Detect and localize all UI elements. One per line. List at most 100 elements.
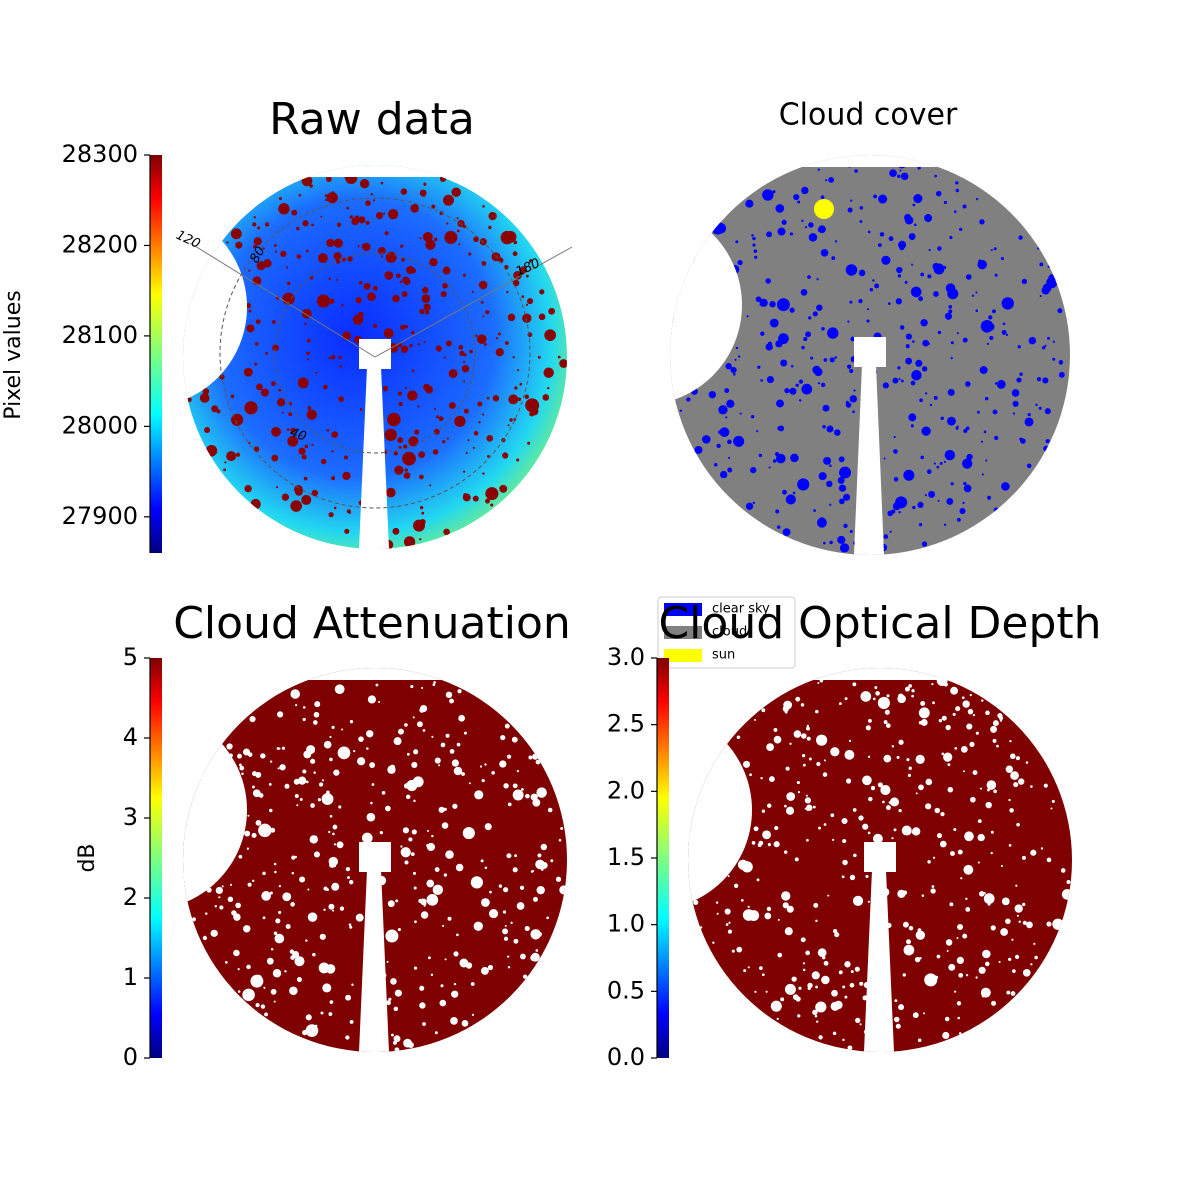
image-blob	[295, 703, 298, 707]
image-blob	[302, 717, 306, 722]
image-blob	[1026, 463, 1032, 469]
image-blob	[802, 962, 806, 965]
image-blob	[993, 247, 997, 251]
image-blob	[362, 242, 371, 252]
image-blob	[734, 358, 737, 361]
image-blob	[846, 778, 852, 784]
image-blob	[384, 271, 394, 280]
image-blob	[305, 780, 309, 784]
image-blob	[711, 221, 725, 235]
image-blob	[902, 973, 906, 977]
image-blob	[877, 782, 883, 788]
image-blob	[780, 359, 788, 367]
image-blob	[801, 186, 809, 195]
image-blob	[506, 290, 509, 294]
image-blob	[328, 357, 331, 360]
image-blob	[258, 823, 272, 838]
colorbar	[150, 658, 162, 1058]
image-blob	[402, 276, 410, 284]
y-tick-label: 0	[123, 1043, 138, 1071]
image-blob	[964, 831, 974, 842]
image-blob	[818, 826, 822, 830]
image-blob	[789, 742, 792, 745]
image-blob	[449, 402, 456, 409]
image-blob	[806, 736, 811, 741]
image-blob	[270, 947, 274, 951]
image-blob	[952, 712, 956, 716]
image-blob	[727, 875, 730, 878]
image-blob	[535, 409, 538, 412]
image-blob	[984, 396, 989, 401]
image-blob	[784, 388, 790, 394]
mask-square	[854, 337, 886, 367]
image-blob	[495, 337, 498, 340]
image-blob	[739, 412, 742, 415]
image-blob	[786, 792, 796, 801]
image-blob	[386, 1000, 391, 1006]
image-blob	[273, 244, 277, 247]
image-blob	[246, 324, 255, 333]
image-blob	[419, 538, 422, 541]
image-blob	[331, 882, 340, 891]
image-blob	[253, 244, 257, 249]
image-blob	[370, 801, 373, 805]
image-blob	[205, 445, 218, 457]
image-blob	[385, 929, 399, 943]
image-blob	[422, 231, 433, 242]
image-blob	[516, 769, 520, 773]
image-blob	[733, 373, 736, 376]
image-blob	[987, 495, 992, 500]
colorbar-label: Pixel values	[1, 290, 26, 419]
image-blob	[253, 216, 256, 219]
colorbar	[657, 658, 669, 1058]
image-blob	[804, 226, 808, 229]
image-blob	[278, 747, 281, 750]
image-blob	[202, 388, 210, 395]
image-blob	[346, 509, 351, 514]
image-blob	[484, 900, 490, 906]
image-blob	[244, 401, 258, 415]
image-blob	[987, 788, 990, 792]
image-blob	[237, 753, 242, 759]
image-blob	[370, 193, 374, 196]
image-blob	[458, 345, 464, 350]
image-blob	[813, 509, 816, 513]
image-blob	[815, 919, 818, 923]
image-blob	[319, 933, 326, 940]
image-blob	[800, 937, 806, 943]
image-blob	[775, 204, 785, 213]
image-blob	[785, 806, 795, 815]
image-blob	[807, 982, 813, 989]
image-blob	[328, 856, 338, 867]
image-blob	[992, 309, 996, 314]
image-blob	[470, 982, 475, 986]
image-blob	[990, 851, 993, 855]
image-blob	[898, 739, 904, 745]
image-blob	[965, 907, 971, 912]
image-blob	[679, 409, 682, 412]
image-blob	[960, 877, 963, 880]
y-tick-label: 28200	[62, 230, 138, 258]
image-blob	[499, 484, 508, 493]
image-blob	[716, 443, 721, 448]
y-tick-label: 3	[123, 803, 138, 831]
image-blob	[513, 418, 517, 421]
image-blob	[434, 867, 440, 872]
image-blob	[839, 466, 851, 479]
image-blob	[915, 359, 923, 367]
image-blob	[366, 812, 376, 822]
image-blob	[516, 458, 520, 462]
image-blob	[747, 905, 750, 908]
image-blob	[313, 771, 316, 774]
image-blob	[404, 324, 408, 329]
image-blob	[481, 261, 485, 264]
image-blob	[530, 929, 541, 940]
image-blob	[937, 499, 940, 502]
image-blob	[938, 718, 943, 723]
image-blob	[235, 452, 241, 457]
image-blob	[245, 302, 252, 309]
image-blob	[990, 249, 993, 252]
image-blob	[271, 454, 279, 462]
image-blob	[445, 691, 453, 699]
image-blob	[821, 326, 825, 331]
